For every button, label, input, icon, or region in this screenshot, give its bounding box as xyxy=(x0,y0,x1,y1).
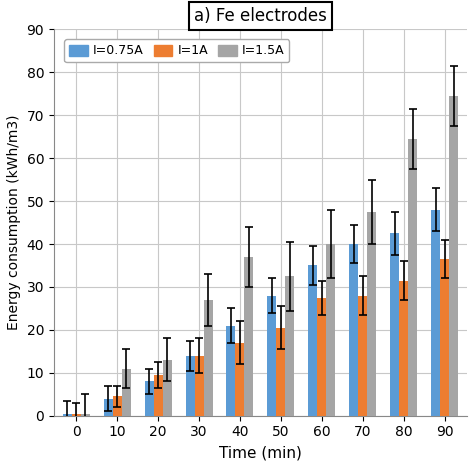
Bar xyxy=(358,296,367,416)
Bar xyxy=(104,399,113,416)
Bar xyxy=(285,276,294,416)
Bar xyxy=(236,343,245,416)
Bar xyxy=(276,328,285,416)
Bar xyxy=(408,139,417,416)
Bar xyxy=(63,414,72,416)
Bar xyxy=(267,296,276,416)
Bar xyxy=(72,414,81,416)
Bar xyxy=(245,257,254,416)
Bar xyxy=(122,368,131,416)
Bar xyxy=(195,356,204,416)
Bar xyxy=(113,396,122,416)
Bar xyxy=(399,281,408,416)
Bar xyxy=(81,414,90,416)
Bar xyxy=(367,212,376,416)
Y-axis label: Energy consumption (kWh/m3): Energy consumption (kWh/m3) xyxy=(7,115,21,330)
Bar xyxy=(349,244,358,416)
Bar xyxy=(431,210,440,416)
Bar xyxy=(308,265,317,416)
Bar xyxy=(449,96,458,416)
Bar xyxy=(145,382,154,416)
Bar xyxy=(317,297,326,416)
Bar xyxy=(390,233,399,416)
Legend: I=0.75A, I=1A, I=1.5A: I=0.75A, I=1A, I=1.5A xyxy=(64,39,290,63)
X-axis label: Time (min): Time (min) xyxy=(219,445,302,460)
Bar xyxy=(227,325,236,416)
Bar xyxy=(154,375,163,416)
Title: a) Fe electrodes: a) Fe electrodes xyxy=(194,7,327,25)
Bar xyxy=(163,360,172,416)
Bar xyxy=(186,356,195,416)
Bar xyxy=(326,244,335,416)
Bar xyxy=(440,259,449,416)
Bar xyxy=(204,300,212,416)
